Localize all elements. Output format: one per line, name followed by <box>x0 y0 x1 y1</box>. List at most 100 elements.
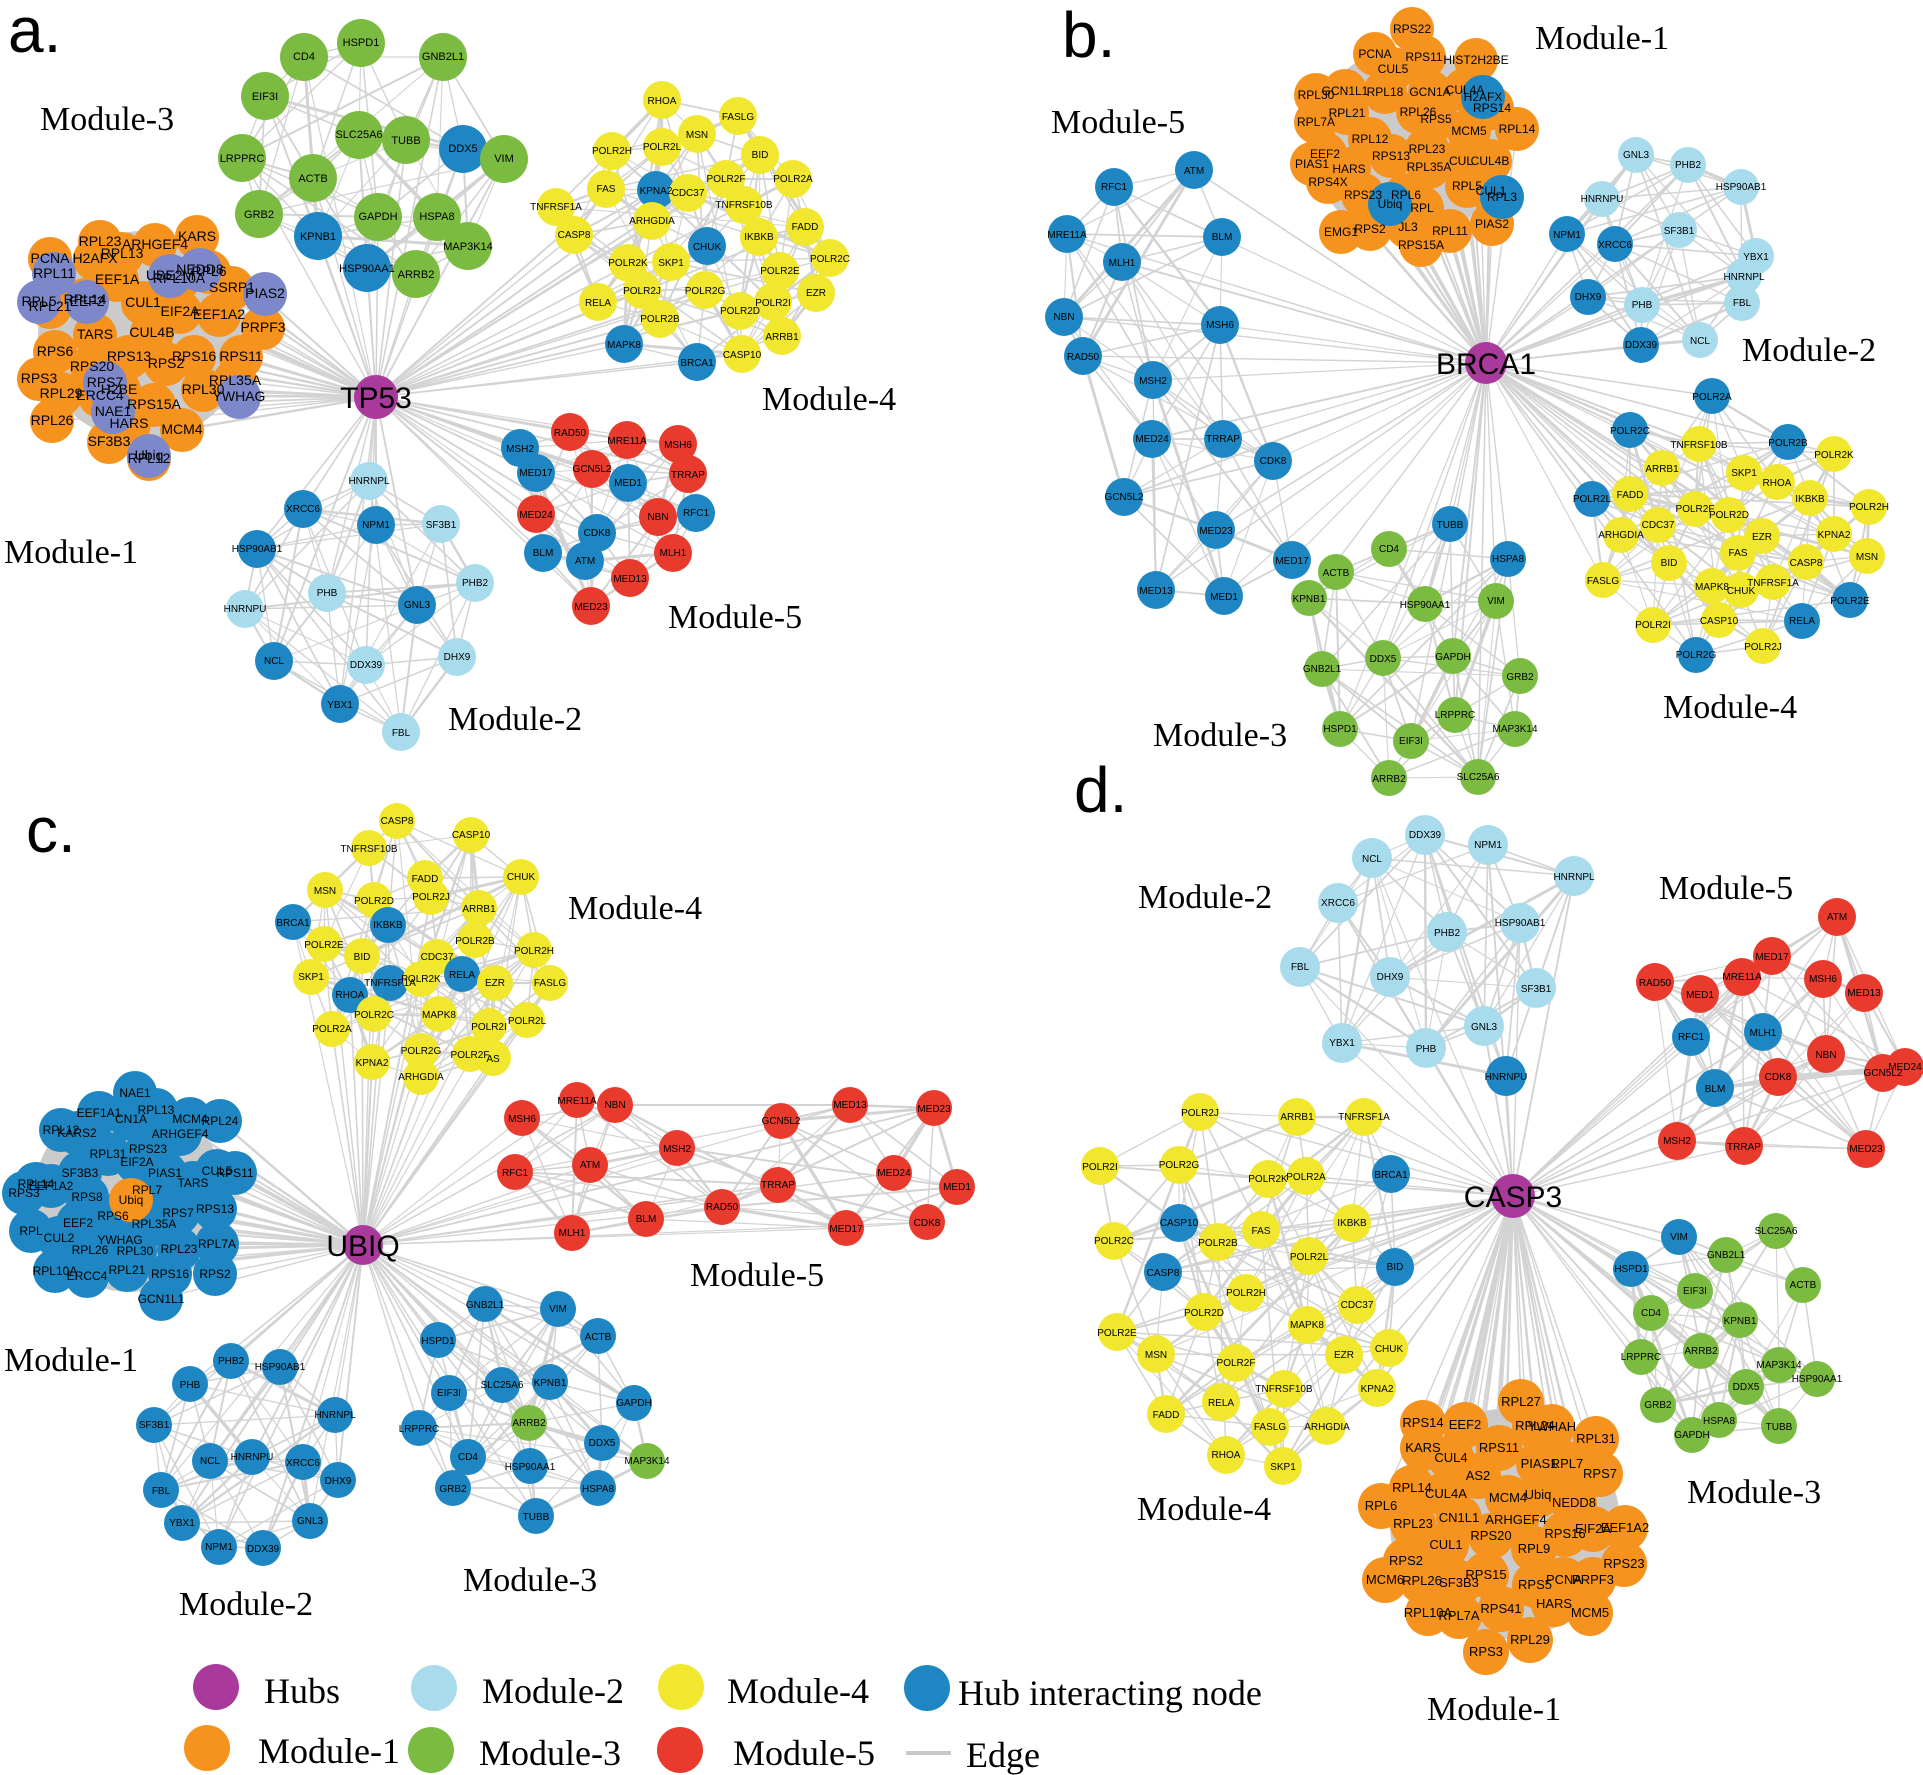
svg-text:MED13: MED13 <box>1139 586 1173 597</box>
svg-text:MCM4: MCM4 <box>1489 1490 1527 1505</box>
svg-text:SSRP1: SSRP1 <box>209 279 255 295</box>
svg-text:XRCC6: XRCC6 <box>286 1458 320 1469</box>
svg-text:LRPPRC: LRPPRC <box>220 153 265 165</box>
svg-text:KPNA2: KPNA2 <box>1361 1384 1394 1395</box>
svg-text:RPL24: RPL24 <box>1515 1418 1555 1433</box>
svg-text:RPS3: RPS3 <box>8 1186 40 1200</box>
svg-text:Module-2: Module-2 <box>482 1671 624 1711</box>
svg-text:ATM: ATM <box>1184 166 1204 177</box>
svg-text:POLR2G: POLR2G <box>1676 650 1717 661</box>
svg-text:HARS: HARS <box>1332 162 1365 176</box>
svg-text:HSP90AA1: HSP90AA1 <box>505 1462 556 1473</box>
svg-text:UBIQ: UBIQ <box>326 1230 399 1263</box>
svg-text:RPL35A: RPL35A <box>209 372 262 388</box>
svg-text:ARHGEF4: ARHGEF4 <box>122 236 188 252</box>
svg-text:SKP1: SKP1 <box>1270 1462 1296 1473</box>
svg-text:Ubiq: Ubiq <box>1525 1487 1552 1502</box>
svg-text:EIF2A: EIF2A <box>161 303 201 319</box>
svg-text:NCL: NCL <box>1362 854 1382 865</box>
svg-text:POLR2C: POLR2C <box>354 1010 394 1021</box>
svg-text:HSPA8: HSPA8 <box>1703 1416 1735 1427</box>
svg-text:POLR2J: POLR2J <box>412 892 450 903</box>
svg-text:POLR2D: POLR2D <box>354 896 394 907</box>
svg-text:EZR: EZR <box>1334 1350 1354 1361</box>
svg-text:HSP90AA1: HSP90AA1 <box>339 263 395 275</box>
svg-text:RPS16: RPS16 <box>1544 1526 1585 1541</box>
svg-text:VIM: VIM <box>1670 1232 1688 1243</box>
svg-text:DHX9: DHX9 <box>1377 972 1404 983</box>
svg-text:SF3B3: SF3B3 <box>88 433 131 449</box>
svg-text:HSPD1: HSPD1 <box>421 1336 455 1347</box>
svg-text:MSH6: MSH6 <box>664 440 692 451</box>
svg-text:ARHGEF4: ARHGEF4 <box>1485 1512 1546 1527</box>
svg-text:CUL: CUL <box>1449 154 1473 168</box>
svg-text:MED1: MED1 <box>943 1182 971 1193</box>
svg-text:ARRB2: ARRB2 <box>1684 1346 1718 1357</box>
svg-text:RPS22: RPS22 <box>1393 22 1431 36</box>
svg-text:RPS2: RPS2 <box>1389 1553 1423 1568</box>
svg-text:EEF1A: EEF1A <box>95 271 140 287</box>
svg-text:ARHGDIA: ARHGDIA <box>1304 1422 1350 1433</box>
svg-text:MED17: MED17 <box>1275 556 1309 567</box>
svg-text:HNRNPU: HNRNPU <box>224 604 267 615</box>
svg-text:DDX5: DDX5 <box>589 1438 616 1449</box>
svg-text:RPL13: RPL13 <box>138 1103 175 1117</box>
svg-text:RHOA: RHOA <box>1763 478 1792 489</box>
svg-text:RPL30: RPL30 <box>182 381 225 397</box>
svg-text:FBL: FBL <box>392 728 411 739</box>
svg-text:POLR2L: POLR2L <box>1573 494 1612 505</box>
svg-text:HNRNPU: HNRNPU <box>1485 1072 1528 1083</box>
svg-text:POLR2K: POLR2K <box>401 974 441 985</box>
svg-text:TNFRSF10B: TNFRSF10B <box>715 200 773 211</box>
svg-text:MSN: MSN <box>686 130 708 141</box>
svg-text:NPM1: NPM1 <box>362 520 390 531</box>
svg-text:EEF2: EEF2 <box>69 293 104 309</box>
svg-text:RPS16: RPS16 <box>151 1267 189 1281</box>
svg-text:RPL: RPL <box>19 1224 43 1238</box>
svg-text:BID: BID <box>354 952 371 963</box>
svg-text:ARHGDIA: ARHGDIA <box>398 1072 444 1083</box>
svg-text:MSH2: MSH2 <box>663 1144 691 1155</box>
svg-text:HSPD1: HSPD1 <box>343 37 380 49</box>
svg-text:MSH2: MSH2 <box>1139 376 1167 387</box>
svg-text:FADD: FADD <box>792 222 819 233</box>
svg-text:TARS: TARS <box>77 326 113 342</box>
svg-text:PHB: PHB <box>1416 1044 1437 1055</box>
svg-text:CUL4A: CUL4A <box>1425 1486 1467 1501</box>
svg-text:RPL21: RPL21 <box>29 298 72 314</box>
svg-text:MAP3K14: MAP3K14 <box>443 241 493 253</box>
svg-text:RPL18: RPL18 <box>1367 85 1404 99</box>
svg-text:EMG1: EMG1 <box>1324 225 1358 239</box>
svg-text:MED24: MED24 <box>1135 434 1169 445</box>
svg-text:POLR2L: POLR2L <box>1290 1252 1329 1263</box>
svg-text:BLM: BLM <box>1212 232 1233 243</box>
svg-text:CUL1: CUL1 <box>1429 1537 1462 1552</box>
svg-text:H2AFX: H2AFX <box>72 250 118 266</box>
svg-text:MRE11A: MRE11A <box>1047 230 1087 241</box>
svg-text:DDX5: DDX5 <box>448 143 477 155</box>
svg-text:POLR2K: POLR2K <box>1814 450 1854 461</box>
svg-text:ARRB1: ARRB1 <box>765 332 799 343</box>
svg-text:LRPPRC: LRPPRC <box>1435 710 1476 721</box>
svg-text:Module-4: Module-4 <box>1663 689 1797 726</box>
svg-text:RPL6: RPL6 <box>1391 188 1421 202</box>
svg-text:RPL14: RPL14 <box>1499 122 1536 136</box>
svg-text:Module-1: Module-1 <box>258 1731 400 1771</box>
svg-text:Module-5: Module-5 <box>690 1257 824 1294</box>
svg-text:Module-5: Module-5 <box>733 1733 875 1773</box>
svg-text:RPL: RPL <box>1410 201 1434 215</box>
svg-text:b.: b. <box>1062 0 1115 71</box>
svg-text:RPL31: RPL31 <box>90 1147 127 1161</box>
svg-text:POLR2J: POLR2J <box>623 286 661 297</box>
svg-text:Hubs: Hubs <box>264 1671 340 1711</box>
svg-text:POLR2C: POLR2C <box>810 254 850 265</box>
svg-text:POLR2I: POLR2I <box>1635 620 1671 631</box>
svg-text:TNFRSF1A: TNFRSF1A <box>1338 1112 1390 1123</box>
svg-text:MED23: MED23 <box>1199 526 1233 537</box>
svg-text:H2BE: H2BE <box>101 381 138 397</box>
svg-text:GNB2L1: GNB2L1 <box>1707 1250 1746 1261</box>
svg-text:NEDD8: NEDD8 <box>1552 1495 1596 1510</box>
svg-text:RPS5: RPS5 <box>1518 1577 1552 1592</box>
svg-text:PIAS1: PIAS1 <box>1295 157 1329 171</box>
svg-text:Ubiq: Ubiq <box>135 447 164 463</box>
